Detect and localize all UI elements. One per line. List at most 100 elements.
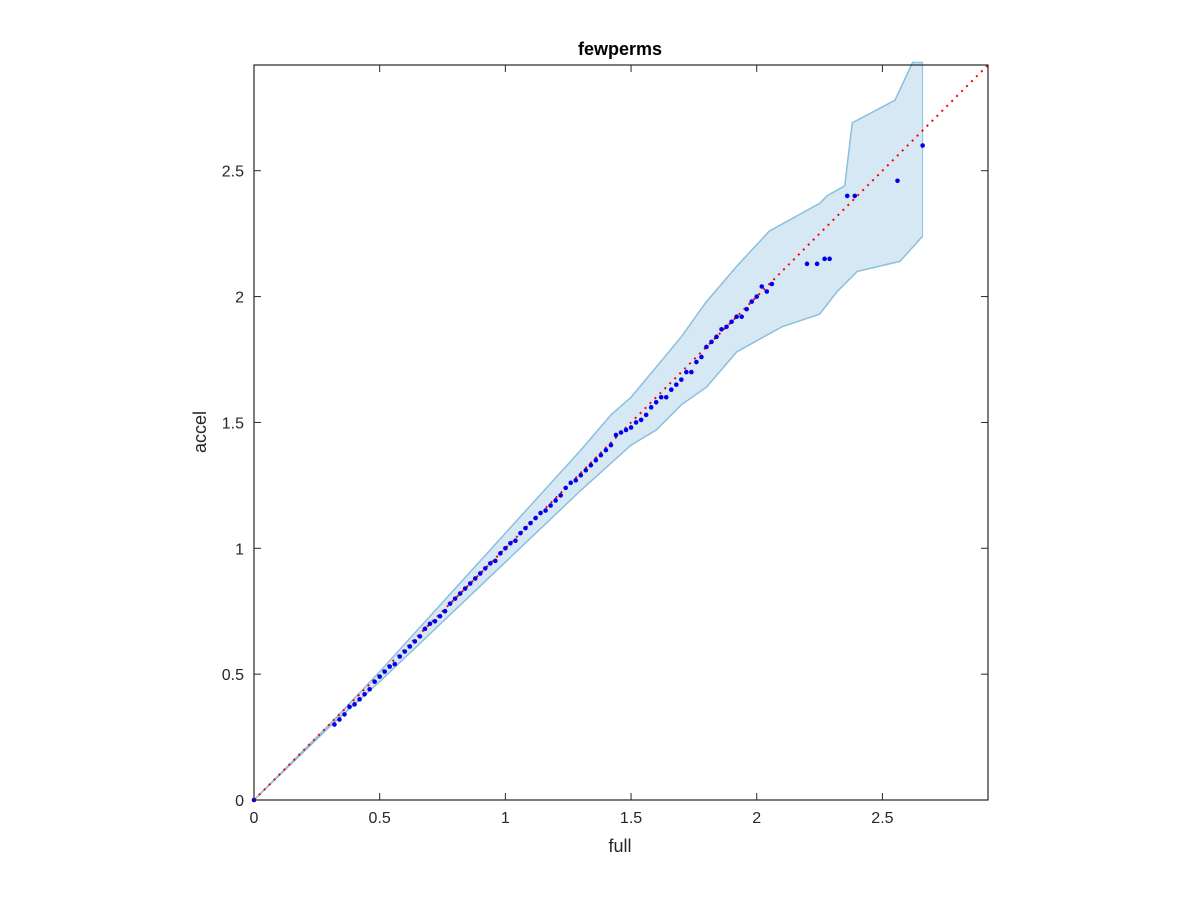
data-point	[653, 399, 659, 405]
data-point	[387, 664, 393, 669]
data-point	[598, 452, 604, 458]
data-point	[332, 722, 337, 727]
data-point	[709, 339, 714, 345]
data-point	[827, 256, 832, 262]
data-point	[503, 545, 508, 551]
data-point	[578, 472, 584, 478]
data-point	[377, 674, 382, 679]
data-point	[593, 457, 599, 463]
data-point	[822, 256, 827, 262]
data-point	[852, 193, 858, 199]
data-point	[467, 581, 473, 586]
data-point	[513, 538, 518, 544]
data-point	[754, 294, 760, 299]
data-point	[749, 299, 755, 304]
data-point	[563, 485, 568, 491]
data-point	[588, 462, 594, 468]
data-point	[487, 561, 493, 566]
data-point	[493, 558, 498, 564]
data-point	[412, 639, 418, 644]
data-point	[804, 261, 810, 267]
data-point	[648, 405, 654, 410]
data-point	[462, 586, 468, 591]
data-point	[382, 669, 388, 674]
data-point	[407, 644, 413, 649]
y-tick-label: 0	[235, 793, 244, 810]
y-tick-label: 1	[235, 541, 244, 558]
x-tick-label: 0	[250, 810, 259, 827]
data-point	[618, 430, 624, 435]
data-point	[392, 661, 398, 667]
data-point	[427, 621, 433, 627]
data-point	[457, 591, 463, 596]
data-point	[608, 442, 614, 448]
data-point	[844, 193, 850, 199]
data-point	[674, 382, 679, 387]
axes-box	[253, 64, 989, 801]
data-point	[759, 284, 765, 289]
data-point	[553, 498, 558, 503]
x-tick-label: 2	[752, 810, 761, 827]
data-point	[699, 354, 704, 360]
data-point	[739, 314, 744, 320]
data-point	[568, 480, 574, 486]
data-point	[357, 697, 362, 702]
band-lower-edge	[253, 235, 924, 801]
data-point	[633, 420, 639, 425]
data-point	[538, 510, 543, 516]
data-point	[729, 319, 734, 325]
data-point	[623, 427, 629, 433]
data-point	[689, 369, 694, 375]
y-tick-label: 1.5	[222, 415, 244, 432]
data-point	[498, 551, 503, 556]
data-point	[668, 387, 674, 393]
data-point	[714, 334, 719, 340]
data-point	[372, 679, 377, 684]
data-point	[734, 314, 739, 320]
x-tick-label: 2.5	[871, 810, 893, 827]
band-upper-edge	[253, 61, 923, 801]
data-point	[367, 686, 372, 692]
data-point	[472, 576, 478, 581]
x-tick-label: 0.5	[369, 810, 391, 827]
data-point	[628, 425, 634, 430]
data-point	[613, 432, 619, 438]
data-point	[719, 326, 724, 332]
data-point	[920, 143, 925, 148]
data-point	[447, 601, 453, 606]
y-tick-label: 2	[235, 290, 244, 307]
data-point	[724, 324, 729, 330]
data-point	[452, 596, 458, 601]
data-point	[663, 394, 669, 400]
data-point	[603, 447, 609, 453]
data-point	[704, 344, 709, 350]
data-point	[442, 608, 448, 614]
data-point	[533, 515, 538, 521]
data-point	[764, 289, 770, 294]
data-point	[417, 634, 423, 639]
data-point	[658, 394, 664, 400]
data-point	[895, 178, 900, 184]
data-point	[352, 702, 357, 707]
plot-area: 0 0.5 1 1.5 2 2.5 0 0.5 1 1.5 2 2.5	[222, 61, 989, 827]
data-point	[437, 613, 443, 619]
data-point	[477, 571, 483, 576]
chart-title: fewperms	[578, 39, 662, 59]
data-point	[679, 377, 684, 382]
x-axis-label: full	[608, 836, 631, 856]
data-point	[337, 717, 342, 722]
data-point	[482, 566, 488, 571]
data-point	[402, 649, 408, 654]
y-axis-label: accel	[190, 411, 210, 453]
data-point	[548, 503, 553, 508]
data-point	[523, 525, 528, 531]
data-point	[814, 261, 820, 267]
data-point	[694, 359, 699, 365]
data-point	[342, 712, 347, 717]
data-point	[508, 540, 513, 546]
data-point	[643, 412, 649, 418]
data-point	[558, 493, 563, 498]
data-point	[422, 626, 428, 632]
data-point	[583, 467, 589, 473]
